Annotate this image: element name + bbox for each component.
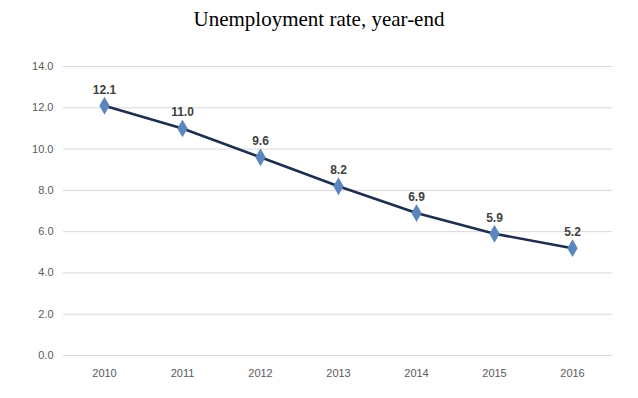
svg-text:2015: 2015 [482, 367, 506, 379]
svg-text:2011: 2011 [171, 367, 195, 379]
svg-text:8.0: 8.0 [38, 184, 53, 196]
svg-text:14.0: 14.0 [32, 60, 53, 72]
svg-text:5.2: 5.2 [564, 225, 581, 239]
svg-text:4.0: 4.0 [38, 266, 53, 278]
svg-text:6.9: 6.9 [408, 190, 425, 204]
svg-text:8.2: 8.2 [330, 163, 347, 177]
svg-text:11.0: 11.0 [171, 105, 194, 119]
svg-text:2012: 2012 [248, 367, 272, 379]
svg-text:12.0: 12.0 [32, 101, 53, 113]
svg-text:2013: 2013 [326, 367, 350, 379]
svg-text:2014: 2014 [404, 367, 428, 379]
svg-text:12.1: 12.1 [93, 83, 117, 97]
svg-text:0.0: 0.0 [38, 349, 53, 361]
svg-text:9.6: 9.6 [252, 134, 269, 148]
svg-text:5.9: 5.9 [486, 211, 503, 225]
svg-text:2010: 2010 [92, 367, 116, 379]
html-text:Unemployment rate, year-end: Unemployment rate, year-end [193, 7, 445, 31]
svg-text:6.0: 6.0 [38, 225, 53, 237]
svg-text:10.0: 10.0 [32, 143, 53, 155]
svg-text:2016: 2016 [560, 367, 584, 379]
svg-text:2.0: 2.0 [38, 308, 53, 320]
